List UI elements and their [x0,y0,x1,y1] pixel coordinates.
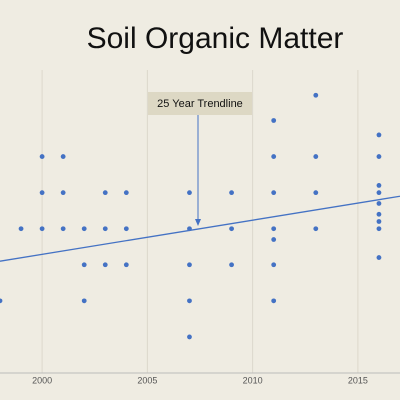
point [271,226,277,232]
point [229,190,234,196]
chart-title: Soil Organic Matter [87,22,344,55]
point [39,190,45,196]
point [376,211,382,217]
x-tick-label: 2000 [32,375,52,385]
point [0,298,3,304]
point [313,154,319,159]
point [271,262,277,268]
point [376,183,382,188]
point [60,226,66,232]
point [60,190,66,196]
point [376,226,382,232]
point [123,226,129,232]
point [81,298,87,304]
x-tick-label: 2005 [137,375,157,385]
point [271,190,277,196]
point [81,226,87,232]
x-tick-label: 2015 [348,375,368,385]
point [187,190,192,196]
trendline [0,195,400,262]
annotation-box [148,92,252,115]
point [81,262,87,268]
point [102,262,108,268]
point [376,201,382,206]
point [313,190,319,196]
point [313,226,319,232]
point [229,226,234,232]
point [123,262,129,268]
point [102,226,108,232]
point [229,262,234,268]
point [271,154,277,159]
point [376,154,382,159]
point [39,226,45,232]
point [123,190,129,196]
x-tick-label: 2010 [243,375,263,385]
point [187,262,192,268]
point [102,190,108,196]
point [60,154,66,159]
point [376,219,382,224]
arrow-head [195,219,201,226]
point [187,298,192,304]
point [313,92,319,98]
point [271,118,277,123]
point [18,226,24,232]
point [376,190,382,196]
point [187,334,192,340]
annotation: 25 Year Trendline [157,98,243,110]
point [271,298,277,304]
point [39,154,45,159]
point [376,255,382,260]
point [271,237,277,242]
point [376,132,382,138]
